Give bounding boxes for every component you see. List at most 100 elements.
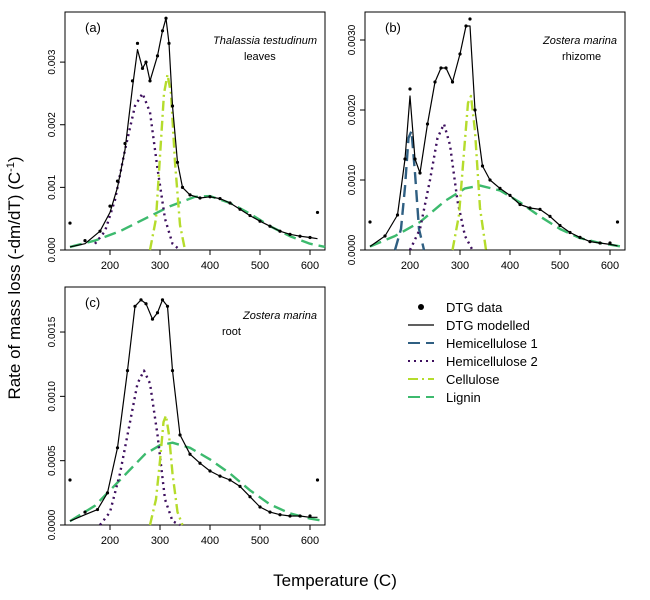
- data-point: [439, 66, 443, 70]
- panel-label: (b): [385, 20, 401, 35]
- data-point: [480, 164, 485, 168]
- data-point: [238, 484, 242, 489]
- data-point: [498, 186, 502, 190]
- series-line-dtg-modelled: [69, 299, 318, 522]
- data-point: [115, 446, 120, 450]
- data-point: [133, 304, 137, 308]
- x-tick-label: 300: [451, 260, 469, 272]
- data-point: [160, 298, 165, 302]
- series-line-dtg-modelled: [69, 17, 318, 248]
- species-label: Zostera marina: [242, 310, 317, 322]
- data-point: [218, 197, 222, 201]
- data-point: [140, 66, 145, 70]
- x-tick-label: 200: [101, 535, 119, 547]
- legend: DTG data DTG modelled Hemicellulose 1 Hemic…: [408, 300, 538, 405]
- series-line-hemicellulose-2: [94, 92, 181, 251]
- data-point: [268, 510, 272, 514]
- y-tick-label: 0.001: [47, 174, 58, 199]
- series-line-lignin: [369, 184, 626, 249]
- data-point: [68, 221, 72, 225]
- data-point: [608, 241, 612, 245]
- y-tick-label: 0.0000: [347, 234, 358, 265]
- data-point: [108, 204, 112, 208]
- data-point: [528, 206, 532, 210]
- x-axis-label: Temperature (C): [273, 571, 397, 590]
- y-tick-label: 0.0010: [47, 381, 58, 412]
- species-label: Thalassia testudinum: [213, 35, 317, 47]
- series-line-lignin: [69, 194, 326, 249]
- tissue-label: rhizome: [562, 51, 601, 63]
- legend-point-icon: [418, 304, 424, 310]
- data-point: [165, 304, 170, 308]
- data-point: [150, 317, 155, 321]
- data-point: [413, 157, 417, 161]
- y-tick-label: 0.000: [47, 237, 58, 262]
- data-point: [170, 104, 175, 108]
- y-tick-label: 0.0005: [47, 445, 58, 476]
- x-tick-label: 500: [551, 260, 569, 272]
- data-point: [155, 311, 160, 315]
- data-point: [125, 369, 130, 373]
- data-point: [83, 239, 87, 243]
- data-point: [160, 29, 165, 33]
- tissue-label: leaves: [244, 51, 276, 63]
- plot-frame: [64, 11, 326, 251]
- data-point: [518, 202, 522, 207]
- data-point: [538, 207, 542, 211]
- legend-item: DTG modelled: [408, 318, 530, 333]
- data-point: [238, 207, 242, 211]
- data-point: [164, 16, 168, 20]
- series-line-lignin: [69, 441, 326, 523]
- data-point: [148, 79, 152, 83]
- series-line-cellulose: [148, 73, 187, 251]
- tissue-label: root: [222, 326, 241, 338]
- chart-panel: 200 300 400 500 600 0.0000 0.0010 0.0020 0.0030 (…: [347, 11, 626, 272]
- data-point: [248, 495, 252, 499]
- data-point: [198, 461, 202, 465]
- y-axis-label-main: Rate of mass loss (-dm/dT) (C: [5, 172, 24, 400]
- panel-label: (a): [85, 20, 101, 35]
- series-line-cellulose: [148, 414, 184, 526]
- y-tick-label: 0.0010: [347, 164, 358, 195]
- data-point: [403, 157, 407, 161]
- data-point: [548, 214, 552, 218]
- species-label: Zostera marina: [542, 35, 617, 47]
- x-tick-label: 600: [301, 260, 319, 272]
- data-point: [208, 195, 212, 199]
- legend-label: Cellulose: [446, 372, 499, 387]
- data-point: [568, 230, 572, 235]
- data-point: [258, 505, 262, 509]
- x-tick-label: 300: [151, 260, 169, 272]
- y-axis-label: Rate of mass loss (-dm/dT) (C-1): [5, 156, 24, 399]
- y-tick-label: 0.0015: [47, 316, 58, 347]
- data-point: [123, 141, 127, 146]
- data-point: [615, 220, 620, 224]
- data-point: [188, 452, 192, 456]
- x-tick-label: 400: [201, 535, 219, 547]
- data-point: [198, 196, 202, 200]
- data-point: [188, 193, 192, 197]
- data-point: [588, 240, 592, 244]
- data-point: [308, 235, 312, 240]
- data-point: [248, 213, 252, 218]
- data-point: [558, 223, 562, 228]
- data-point: [278, 229, 282, 233]
- series-line-hemicellulose-1: [393, 129, 426, 251]
- data-point: [308, 514, 312, 518]
- y-tick-label: 0.002: [47, 112, 58, 137]
- data-point: [450, 80, 455, 84]
- data-point: [425, 122, 430, 126]
- data-point: [315, 478, 320, 482]
- data-point: [228, 201, 232, 205]
- data-point: [167, 41, 171, 45]
- legend-label: Lignin: [446, 390, 481, 405]
- data-point: [315, 210, 320, 215]
- legend-item: DTG data: [418, 300, 503, 315]
- legend-label: Hemicellulose 2: [446, 354, 538, 369]
- series-line-hemicellulose-2: [99, 369, 181, 527]
- data-point: [218, 474, 222, 478]
- data-point: [170, 369, 175, 373]
- series-line-cellulose: [451, 94, 488, 251]
- data-point: [444, 66, 448, 70]
- legend-item: Hemicellulose 2: [408, 354, 538, 369]
